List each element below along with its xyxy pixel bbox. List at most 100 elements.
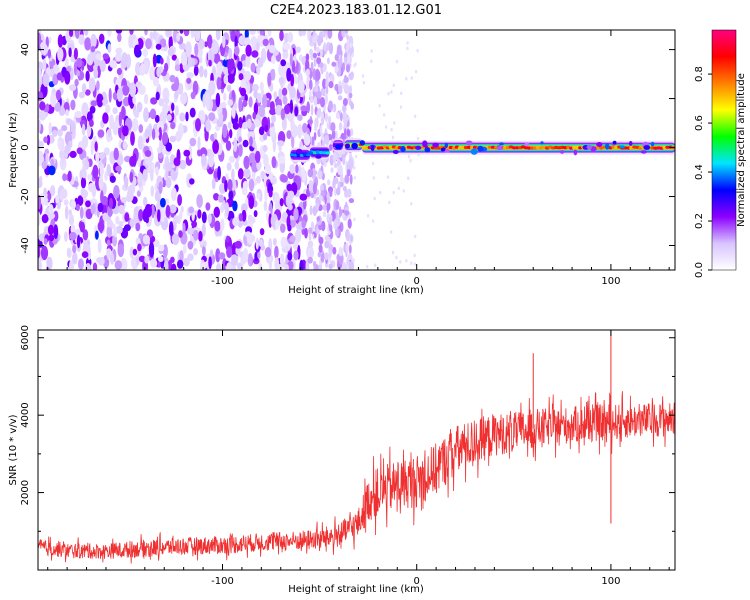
noise-blob	[81, 102, 89, 117]
noise-blob	[96, 80, 100, 91]
spectrogram-panel: -100 0 100 -40 -20 0 20 40 Height of straight l…	[8, 29, 676, 296]
noise-blob	[63, 199, 69, 206]
snr-series-line	[38, 391, 675, 564]
noise-blob	[208, 151, 215, 159]
noise-blob	[150, 185, 155, 197]
noise-blob	[205, 92, 211, 108]
colorbar-gradient	[711, 29, 737, 271]
noise-blob	[286, 130, 292, 140]
noise-blob	[350, 71, 354, 79]
noise-blob	[240, 255, 246, 266]
noise-blob	[189, 137, 197, 147]
noise-blob	[196, 194, 203, 209]
noise-blob	[123, 224, 131, 232]
noise-blob	[316, 216, 320, 222]
noise-blob	[298, 165, 302, 178]
noise-blob	[186, 72, 194, 79]
noise-blob	[122, 125, 129, 137]
noise-blob	[207, 34, 213, 49]
signal-fluctuation	[465, 140, 473, 146]
noise-blob	[101, 195, 108, 206]
noise-blob	[78, 91, 85, 99]
noise-blob	[170, 187, 177, 202]
noise-blob	[115, 53, 122, 62]
noise-blob	[234, 45, 240, 56]
noise-blob	[163, 97, 170, 105]
noise-blob	[82, 164, 87, 179]
noise-blob	[57, 47, 64, 62]
noise-blob	[129, 82, 137, 97]
noise-blob	[74, 111, 82, 118]
noise-blob	[115, 30, 123, 34]
noise-blob	[85, 200, 91, 208]
noise-blob	[287, 190, 295, 199]
noise-blob	[109, 175, 116, 183]
noise-blob	[289, 164, 296, 174]
noise-blob	[324, 93, 329, 105]
noise-blob	[66, 247, 71, 258]
noise-blob	[189, 107, 196, 118]
noise-blob	[253, 90, 258, 99]
noise-blob	[132, 95, 136, 105]
noise-blob	[216, 76, 222, 90]
noise-blob	[202, 244, 206, 256]
noise-blob	[43, 238, 48, 245]
noise-blob	[169, 74, 176, 83]
noise-blob	[135, 254, 140, 266]
noise-blob	[232, 200, 238, 212]
noise-blob	[155, 43, 162, 50]
noise-blob	[325, 252, 329, 261]
noise-blob	[55, 89, 62, 101]
noise-blob	[194, 43, 199, 57]
noise-blob	[211, 40, 219, 55]
noise-blob	[42, 73, 50, 87]
spectrogram-frame	[37, 29, 676, 271]
noise-blob	[165, 162, 173, 172]
noise-blob	[328, 100, 333, 111]
noise-blob	[41, 214, 49, 224]
noise-blob	[98, 152, 106, 160]
noise-blob	[157, 120, 164, 133]
noise-speck	[366, 214, 370, 218]
spectrogram-axes: -100 0 100 -40 -20 0 20 40	[20, 30, 675, 287]
signal-fluctuation	[477, 145, 484, 152]
noise-blob	[38, 178, 43, 189]
noise-blob	[156, 66, 162, 78]
noise-blob	[279, 30, 284, 42]
noise-blob	[171, 54, 177, 61]
noise-blob	[251, 50, 259, 58]
noise-blob	[346, 188, 352, 198]
noise-blob	[309, 248, 315, 258]
noise-blob	[238, 213, 243, 222]
noise-speck	[406, 46, 409, 51]
noise-blob	[328, 42, 334, 55]
noise-blob	[104, 171, 108, 181]
colorbar-tick-label: 0.8	[694, 66, 705, 82]
noise-blob	[97, 202, 104, 213]
noise-blob	[84, 30, 89, 36]
noise-blob	[331, 129, 336, 140]
noise-blob	[329, 189, 333, 198]
noise-blob	[116, 225, 123, 234]
noise-blob	[69, 30, 74, 37]
noise-blob	[187, 240, 194, 250]
snr-panel: -100 0 100 2000 4000 6000 Height of straight …	[8, 325, 676, 595]
noise-blob	[224, 179, 228, 193]
noise-blob	[254, 118, 260, 127]
spectrogram-x-label: Height of straight line (km)	[288, 285, 424, 296]
noise-blob	[326, 202, 331, 211]
noise-speck	[354, 62, 357, 66]
noise-blob	[90, 45, 96, 53]
noise-blob	[137, 171, 142, 184]
noise-blob	[250, 62, 256, 73]
noise-blob	[338, 247, 344, 257]
noise-blob	[149, 65, 156, 81]
noise-blob	[180, 51, 188, 66]
noise-blob	[198, 38, 205, 50]
noise-blob	[337, 164, 343, 176]
noise-blob	[343, 98, 348, 106]
spectrogram-x-tick-label: 100	[601, 276, 620, 287]
noise-blob	[79, 221, 86, 233]
noise-blob	[248, 178, 255, 191]
signal-fluctuation	[432, 142, 439, 148]
